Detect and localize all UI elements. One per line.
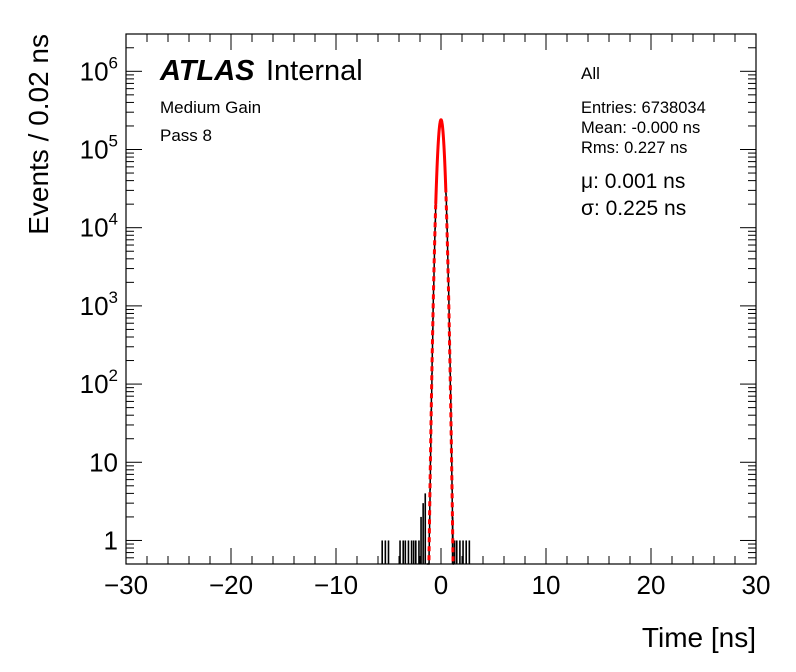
y-tick-exponent: 2 [109,366,118,385]
internal-label: Internal [266,55,363,87]
y-tick-exponent: 5 [109,131,118,150]
x-tick-label: 10 [532,570,561,600]
y-tick-base: 10 [80,291,109,321]
x-tick-label: −20 [209,570,253,600]
x-tick-label: 30 [742,570,771,600]
x-tick-label: −10 [314,570,358,600]
y-tick-base: 10 [89,447,118,477]
y-tick-base: 10 [80,213,109,243]
histogram-layer [381,119,471,565]
fit-mu: μ: 0.001 ns [581,170,685,193]
x-tick-label: −30 [104,570,148,600]
axis-ticks [125,33,757,564]
y-axis-title: Events / 0.02 ns [23,34,54,235]
y-tick-base: 10 [80,56,109,86]
y-tick-label: 105 [80,131,118,164]
y-tick-exponent: 4 [109,210,118,229]
fit-curve-solid [434,118,448,204]
x-tick-labels: −30 −20 −10 0 10 20 30 [104,570,771,600]
y-tick-label: 106 [80,53,118,86]
fit-curve-dashed-right [444,187,455,563]
y-tick-base: 1 [104,525,118,555]
fit-curve-dashed-left [427,203,438,561]
atlas-label: ATLAS Internal [159,55,363,87]
y-tick-label: 10 [89,447,118,477]
x-axis-title: Time [ns] [642,622,756,653]
pass-label: Pass 8 [160,126,212,145]
fit-layer [427,118,455,563]
gain-label: Medium Gain [160,98,261,117]
stat-entries: Entries: 6738034 [581,99,706,117]
y-tick-exponent: 6 [109,53,118,72]
y-tick-exponent: 3 [109,288,118,307]
y-tick-label: 102 [80,366,118,399]
y-tick-label: 104 [80,210,118,243]
stat-mean: Mean: -0.000 ns [581,119,700,137]
x-tick-label: 20 [637,570,666,600]
selection-label: All [581,64,600,83]
y-tick-label: 103 [80,288,118,321]
y-tick-label: 1 [104,525,118,555]
stat-rms: Rms: 0.227 ns [581,139,687,157]
fit-sigma: σ: 0.225 ns [581,197,686,220]
atlas-logo-text: ATLAS [159,55,255,87]
y-tick-base: 10 [80,134,109,164]
y-tick-base: 10 [80,369,109,399]
x-tick-label: 0 [434,570,448,600]
